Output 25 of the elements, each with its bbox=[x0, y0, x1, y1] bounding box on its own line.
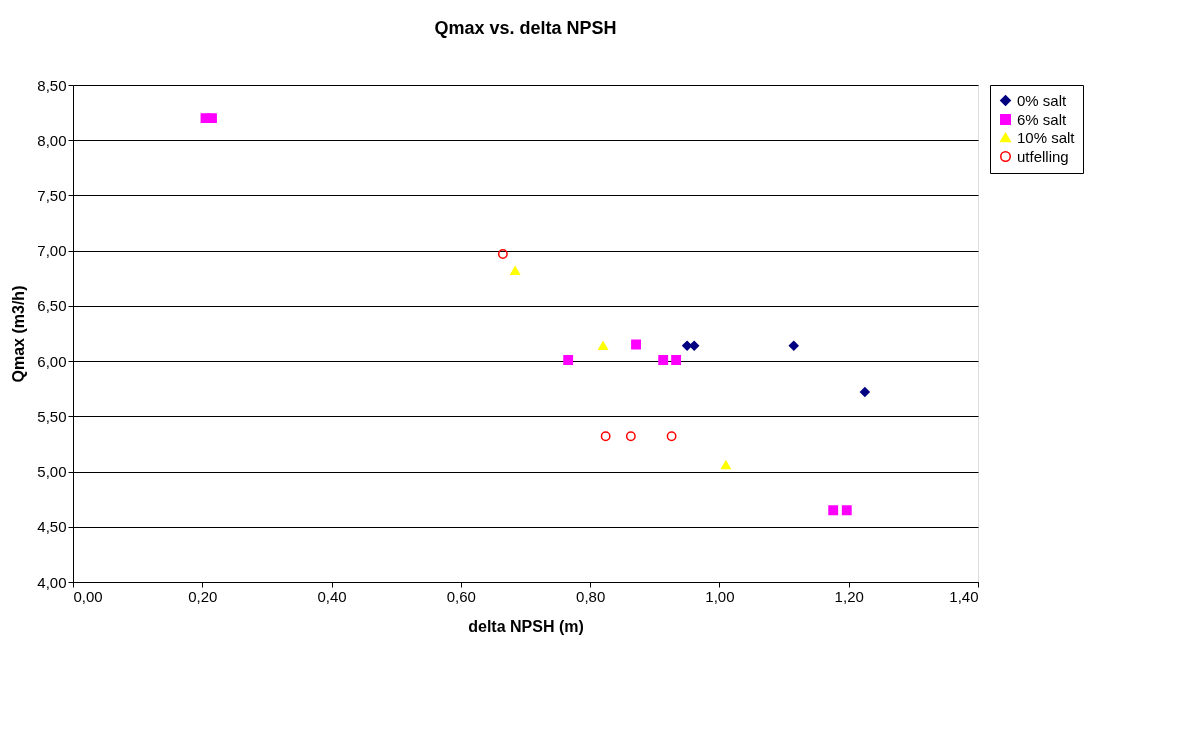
legend-label: utfelling bbox=[1017, 147, 1069, 165]
y-tick-label: 6,00 bbox=[37, 352, 67, 370]
y-tick-label: 6,50 bbox=[37, 297, 67, 315]
y-tick-label: 7,50 bbox=[37, 186, 67, 204]
y-tick-label: 4,50 bbox=[37, 518, 67, 536]
x-tick-label: 0,80 bbox=[576, 587, 606, 605]
x-tick-label: 0,00 bbox=[73, 587, 103, 605]
x-axis-title: delta NPSH (m) bbox=[468, 617, 584, 635]
x-tick-label: 0,60 bbox=[446, 587, 476, 605]
y-tick-label: 5,50 bbox=[37, 407, 67, 425]
y-tick-label: 8,00 bbox=[37, 131, 67, 149]
x-tick-label: 0,40 bbox=[317, 587, 347, 605]
legend-label: 6% salt bbox=[1017, 110, 1068, 128]
y-axis-title: Qmax (m3/h) bbox=[10, 285, 28, 383]
x-tick-label: 1,00 bbox=[705, 587, 735, 605]
y-tick-label: 4,00 bbox=[37, 573, 67, 591]
chart-title: Qmax vs. delta NPSH bbox=[434, 18, 617, 38]
y-tick-label: 8,50 bbox=[37, 76, 67, 94]
legend-label: 0% salt bbox=[1017, 91, 1068, 109]
x-tick-label: 1,40 bbox=[949, 587, 979, 605]
y-tick-label: 7,00 bbox=[37, 242, 67, 260]
legend-label: 10% salt bbox=[1017, 128, 1076, 146]
x-tick-label: 1,20 bbox=[834, 587, 864, 605]
x-tick-label: 0,20 bbox=[188, 587, 218, 605]
y-tick-label: 5,00 bbox=[37, 463, 67, 481]
